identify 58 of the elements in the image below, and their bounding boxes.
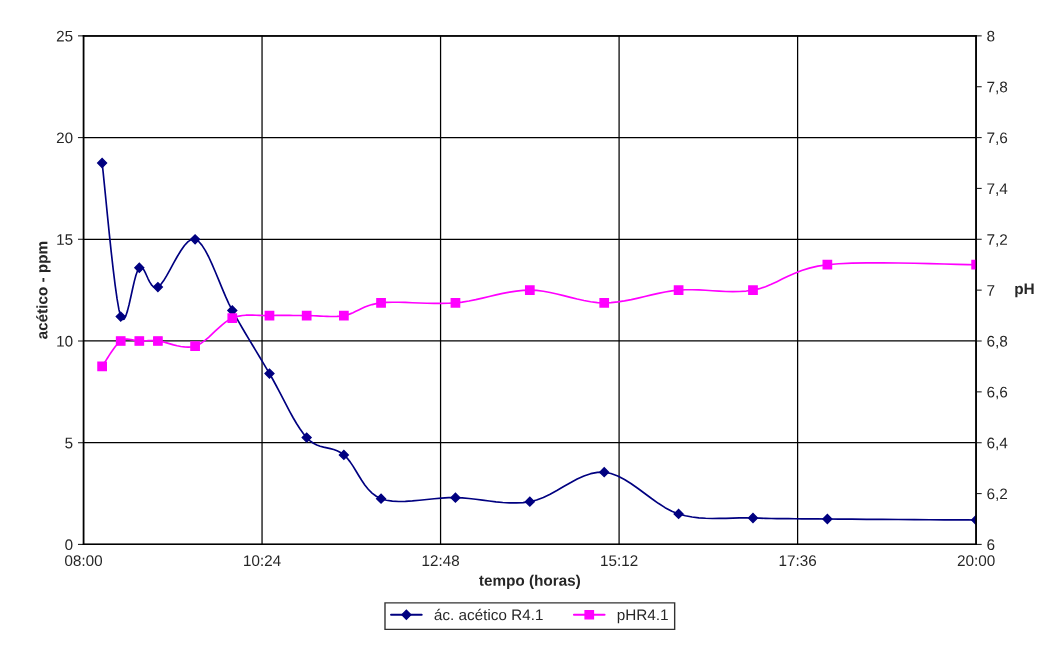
y-tick-label: 5 <box>65 437 73 449</box>
y-tick-label: 0 <box>65 539 73 551</box>
point <box>673 508 684 520</box>
y2-tick-label: 6,2 <box>987 488 1008 502</box>
point <box>152 281 164 293</box>
y-tick-label: 20 <box>56 132 73 144</box>
x-axis-title: tempo (horas) <box>479 574 580 589</box>
point <box>524 285 535 296</box>
point <box>301 310 312 321</box>
point <box>190 341 200 351</box>
legend-label: pHR4.1 <box>617 609 668 624</box>
point <box>450 492 461 503</box>
y2-tick-label: 8 <box>987 30 995 42</box>
y2-axis-title: pH <box>1015 283 1034 298</box>
y2-tick-label: 7,6 <box>987 132 1008 146</box>
y-tick-label: 10 <box>57 335 73 347</box>
y-axis-title: acético - ppm <box>36 241 51 339</box>
point <box>748 285 758 296</box>
point <box>450 297 461 308</box>
x-tick-label: 15:12 <box>601 555 638 567</box>
legend-label: ác. acético R4.1 <box>434 608 543 621</box>
y2-tick-label: 6,8 <box>987 335 1008 349</box>
point <box>339 310 349 321</box>
y2-tick-label: 7 <box>987 285 995 296</box>
point <box>375 493 387 504</box>
y2-tick-label: 6,4 <box>987 437 1008 451</box>
x-tick-label: 17:36 <box>779 555 817 567</box>
point <box>376 297 386 308</box>
y2-tick-label: 7,8 <box>987 81 1008 95</box>
point <box>599 467 610 478</box>
point <box>524 496 535 507</box>
x-tick-label: 08:00 <box>65 555 103 567</box>
point <box>115 311 126 322</box>
x-tick-label: 12:48 <box>422 555 460 567</box>
point <box>97 157 108 169</box>
y-tick-label: 25 <box>56 30 73 42</box>
point <box>189 234 201 245</box>
y2-tick-label: 7,2 <box>987 234 1008 247</box>
point <box>599 297 610 308</box>
point <box>264 368 275 379</box>
point <box>134 336 145 346</box>
x-tick-label: 10:24 <box>244 555 281 567</box>
y2-tick-label: 7,4 <box>987 183 1008 196</box>
point <box>822 513 833 525</box>
point <box>115 336 126 346</box>
x-tick-label: 20:00 <box>957 555 995 567</box>
point <box>673 285 684 296</box>
point <box>134 262 145 273</box>
y2-tick-label: 6 <box>987 539 995 551</box>
y-tick-label: 15 <box>57 234 73 245</box>
point <box>747 512 759 524</box>
y2-tick-label: 6,6 <box>987 386 1008 400</box>
point <box>822 259 833 270</box>
point <box>301 432 312 443</box>
point <box>97 361 107 372</box>
point <box>153 336 163 346</box>
point <box>227 313 238 323</box>
point <box>338 449 349 461</box>
